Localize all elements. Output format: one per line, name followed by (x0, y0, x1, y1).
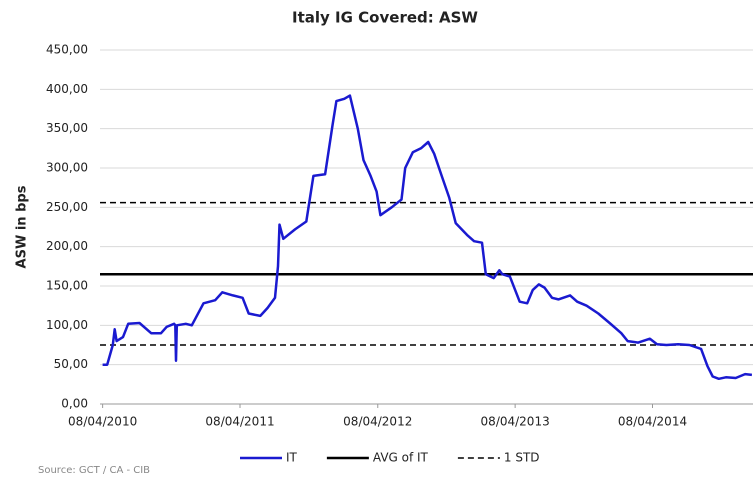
x-tick-label: 08/04/2014 (618, 415, 687, 429)
chart-title: Italy IG Covered: ASW (292, 9, 478, 27)
source: Source: GCT / CA - CIB (38, 465, 150, 476)
series-line (102, 94, 753, 381)
y-axis-label: ASW in bps (15, 185, 30, 268)
legend-label: AVG of IT (373, 451, 429, 465)
y-tick-label: 100,00 (46, 318, 88, 332)
y-tick-label: 50,00 (54, 357, 88, 371)
legend-label: IT (286, 451, 298, 465)
x-tick-label: 08/04/2010 (68, 415, 137, 429)
legend-label: 1 STD (504, 451, 540, 465)
y-tick-label: 300,00 (46, 161, 88, 175)
y-tick-label: 450,00 (46, 43, 88, 57)
y-tick-label: 150,00 (46, 279, 88, 293)
x-tick-label: 08/04/2012 (343, 415, 412, 429)
x-tick-label: 08/04/2013 (481, 415, 550, 429)
x-tick-label: 08/04/2011 (205, 415, 274, 429)
y-tick-label: 350,00 (46, 121, 88, 135)
y-tick-label: 400,00 (46, 82, 88, 96)
y-tick-label: 200,00 (46, 239, 88, 253)
y-tick-label: 250,00 (46, 200, 88, 214)
y-tick-label: 0,00 (61, 397, 88, 411)
